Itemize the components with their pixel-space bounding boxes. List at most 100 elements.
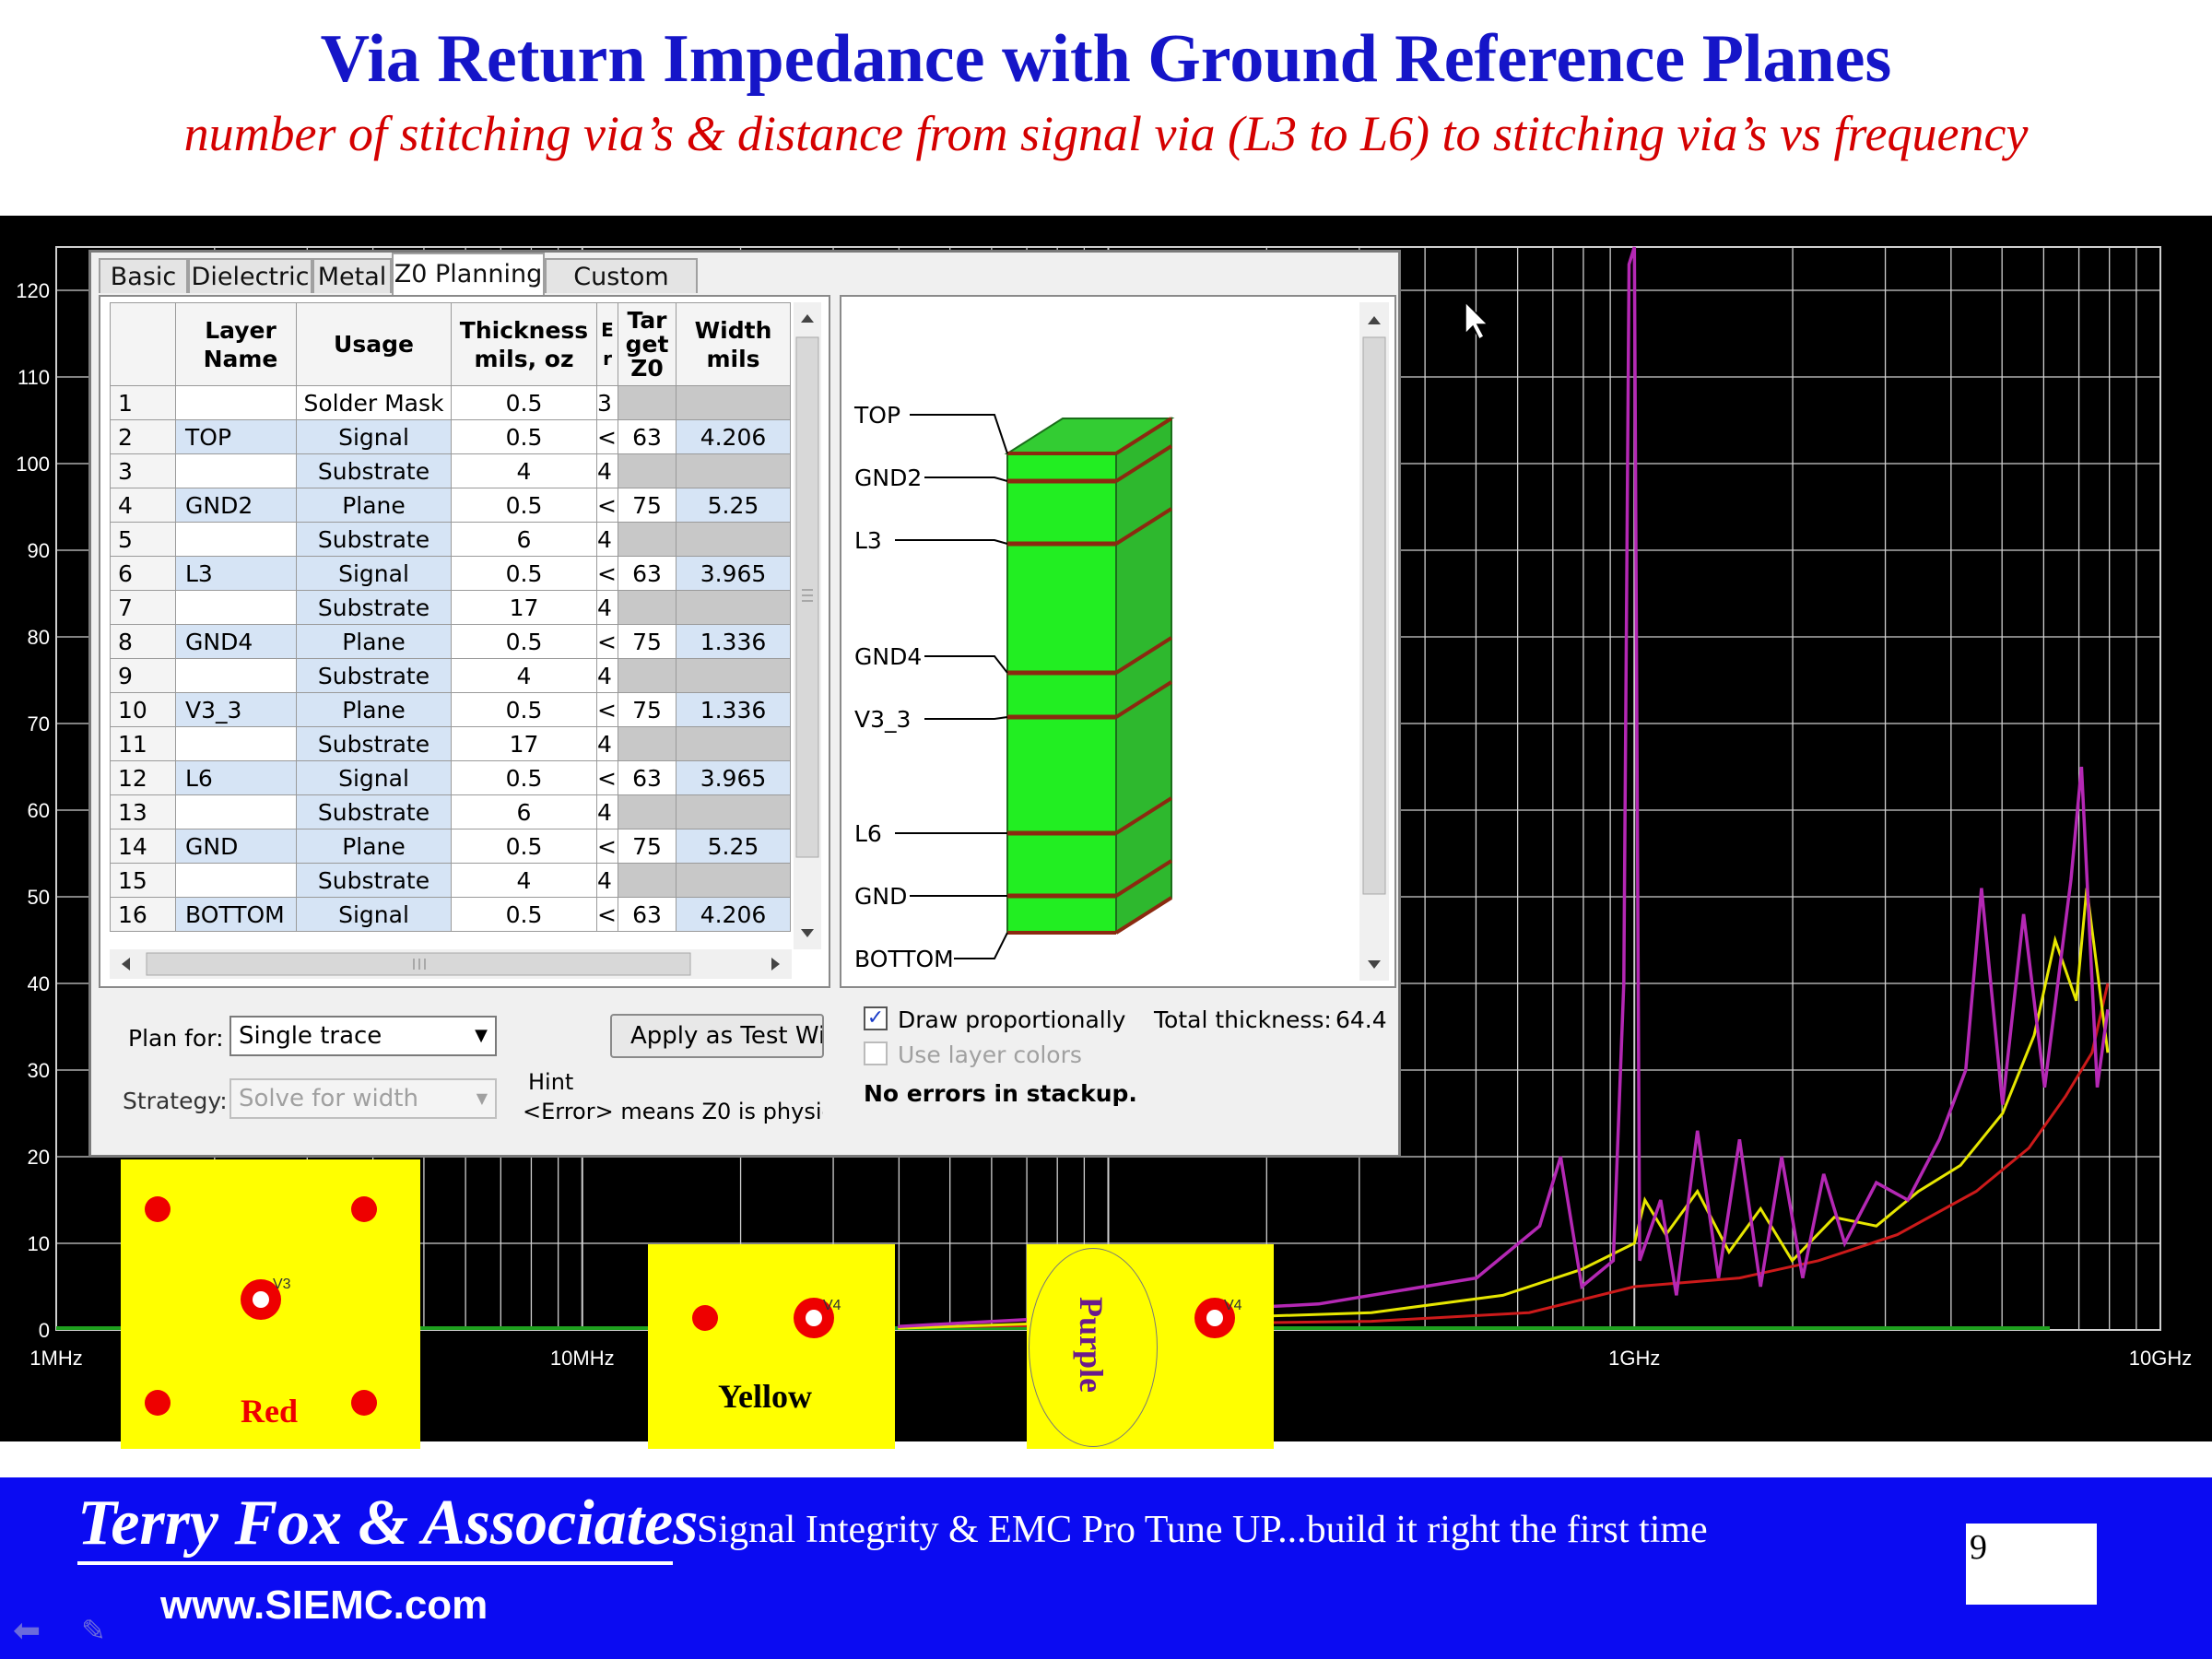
width-cell[interactable] — [676, 590, 791, 625]
thickness-cell[interactable]: 17 — [451, 590, 597, 625]
usage-cell[interactable]: Plane — [296, 488, 452, 523]
target-z0-cell[interactable]: 75 — [618, 488, 677, 523]
width-cell[interactable] — [676, 726, 791, 761]
er-cell[interactable]: 3 — [596, 385, 618, 420]
row-number[interactable]: 7 — [110, 590, 176, 625]
layer-name-cell[interactable] — [175, 522, 297, 557]
target-z0-cell[interactable]: 63 — [618, 419, 677, 454]
er-cell[interactable]: 4 — [596, 794, 618, 830]
er-cell[interactable]: < — [596, 624, 618, 659]
width-cell[interactable]: 4.206 — [676, 897, 791, 932]
layer-name-cell[interactable]: GND2 — [175, 488, 297, 523]
usage-cell[interactable]: Plane — [296, 624, 452, 659]
row-number[interactable]: 15 — [110, 863, 176, 898]
row-number[interactable]: 6 — [110, 556, 176, 591]
usage-cell[interactable]: Plane — [296, 829, 452, 864]
er-cell[interactable]: < — [596, 692, 618, 727]
target-z0-cell[interactable] — [618, 590, 677, 625]
table-row[interactable]: 3 Substrate 4 4 — [110, 453, 791, 488]
draw-proportionally-checkbox[interactable]: ✓ — [864, 1006, 888, 1030]
row-number[interactable]: 8 — [110, 624, 176, 659]
target-z0-cell[interactable]: 75 — [618, 829, 677, 864]
table-row[interactable]: 14 GND Plane 0.5 <75 5.25 — [110, 829, 791, 864]
target-z0-cell[interactable]: 75 — [618, 692, 677, 727]
layer-name-cell[interactable] — [175, 863, 297, 898]
table-row[interactable]: 13 Substrate 6 4 — [110, 794, 791, 830]
tab-metal[interactable]: Metal — [312, 258, 392, 293]
target-z0-cell[interactable]: 63 — [618, 556, 677, 591]
thickness-cell[interactable]: 0.5 — [451, 692, 597, 727]
layer-name-cell[interactable] — [175, 794, 297, 830]
usage-cell[interactable]: Substrate — [296, 658, 452, 693]
layer-name-cell[interactable] — [175, 658, 297, 693]
row-number[interactable]: 10 — [110, 692, 176, 727]
grid-vertical-scrollbar[interactable] — [794, 302, 821, 949]
target-z0-cell[interactable] — [618, 522, 677, 557]
thickness-cell[interactable]: 17 — [451, 726, 597, 761]
er-cell[interactable]: < — [596, 419, 618, 454]
target-z0-cell[interactable]: 75 — [618, 624, 677, 659]
thickness-cell[interactable]: 0.5 — [451, 829, 597, 864]
layer-name-cell[interactable] — [175, 453, 297, 488]
usage-cell[interactable]: Signal — [296, 419, 452, 454]
grid-horizontal-scrollbar[interactable] — [110, 949, 792, 979]
table-row[interactable]: 12 L6 Signal 0.5 <63 3.965 — [110, 760, 791, 795]
col-er[interactable]: E r — [596, 302, 618, 386]
thickness-cell[interactable]: 6 — [451, 794, 597, 830]
row-number[interactable]: 4 — [110, 488, 176, 523]
pen-icon[interactable]: ✎ — [81, 1614, 106, 1647]
thickness-cell[interactable]: 0.5 — [451, 419, 597, 454]
row-number[interactable]: 13 — [110, 794, 176, 830]
table-row[interactable]: 5 Substrate 6 4 — [110, 522, 791, 557]
layer-name-cell[interactable]: GND — [175, 829, 297, 864]
width-cell[interactable]: 4.206 — [676, 419, 791, 454]
thickness-cell[interactable]: 4 — [451, 658, 597, 693]
layer-name-cell[interactable]: TOP — [175, 419, 297, 454]
er-cell[interactable]: 4 — [596, 522, 618, 557]
er-cell[interactable]: 4 — [596, 863, 618, 898]
thickness-cell[interactable]: 4 — [451, 453, 597, 488]
apply-as-test-width-button[interactable]: Apply as Test Wid — [610, 1014, 824, 1058]
er-cell[interactable]: < — [596, 760, 618, 795]
col-thickness[interactable]: Thickness mils, oz — [451, 302, 597, 386]
er-cell[interactable]: 4 — [596, 726, 618, 761]
er-cell[interactable]: < — [596, 488, 618, 523]
layer-name-cell[interactable]: V3_3 — [175, 692, 297, 727]
layer-name-cell[interactable]: GND4 — [175, 624, 297, 659]
target-z0-cell[interactable] — [618, 726, 677, 761]
table-row[interactable]: 4 GND2 Plane 0.5 <75 5.25 — [110, 488, 791, 523]
use-layer-colors-checkbox[interactable] — [864, 1041, 888, 1065]
table-row[interactable]: 16 BOTTOM Signal 0.5 <63 4.206 — [110, 897, 791, 932]
row-number[interactable]: 11 — [110, 726, 176, 761]
table-row[interactable]: 8 GND4 Plane 0.5 <75 1.336 — [110, 624, 791, 659]
strategy-dropdown[interactable]: Solve for width ▼ — [229, 1078, 497, 1119]
row-number[interactable]: 5 — [110, 522, 176, 557]
usage-cell[interactable]: Substrate — [296, 794, 452, 830]
thickness-cell[interactable]: 0.5 — [451, 897, 597, 932]
layer-name-cell[interactable] — [175, 590, 297, 625]
layer-name-cell[interactable]: L6 — [175, 760, 297, 795]
tab-dielectric[interactable]: Dielectric — [188, 258, 312, 293]
table-row[interactable]: 1 Solder Mask 0.5 3 — [110, 385, 791, 420]
table-row[interactable]: 7 Substrate 17 4 — [110, 590, 791, 625]
er-cell[interactable]: 4 — [596, 453, 618, 488]
table-row[interactable]: 10 V3_3 Plane 0.5 <75 1.336 — [110, 692, 791, 727]
thickness-cell[interactable]: 0.5 — [451, 556, 597, 591]
row-number[interactable]: 3 — [110, 453, 176, 488]
er-cell[interactable]: < — [596, 829, 618, 864]
er-cell[interactable]: 4 — [596, 590, 618, 625]
layer-name-cell[interactable]: L3 — [175, 556, 297, 591]
usage-cell[interactable]: Plane — [296, 692, 452, 727]
width-cell[interactable]: 3.965 — [676, 760, 791, 795]
usage-cell[interactable]: Substrate — [296, 863, 452, 898]
width-cell[interactable] — [676, 385, 791, 420]
width-cell[interactable] — [676, 863, 791, 898]
row-number[interactable]: 9 — [110, 658, 176, 693]
table-row[interactable]: 15 Substrate 4 4 — [110, 863, 791, 898]
layer-name-cell[interactable] — [175, 385, 297, 420]
usage-cell[interactable]: Substrate — [296, 522, 452, 557]
usage-cell[interactable]: Signal — [296, 556, 452, 591]
target-z0-cell[interactable] — [618, 658, 677, 693]
table-row[interactable]: 9 Substrate 4 4 — [110, 658, 791, 693]
target-z0-cell[interactable] — [618, 385, 677, 420]
